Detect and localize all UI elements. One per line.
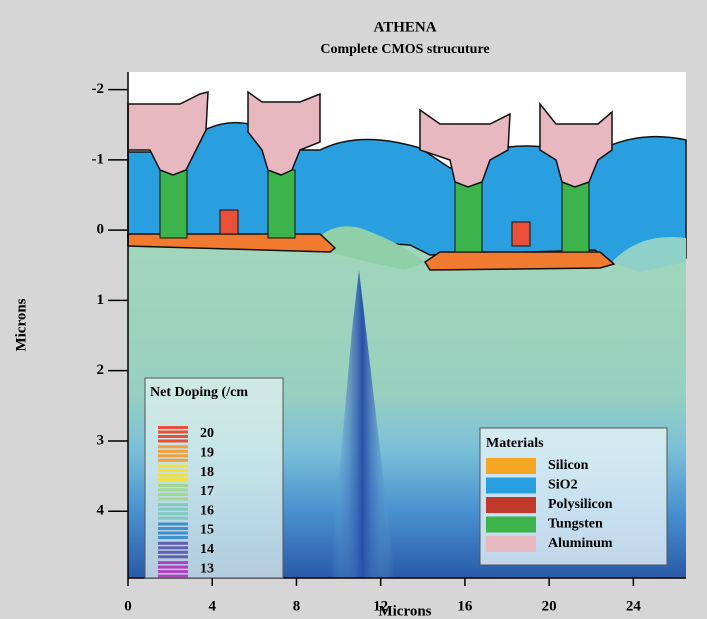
legend-swatch [158, 488, 188, 491]
x-tick-label: 8 [293, 598, 301, 614]
legend-swatch [158, 478, 188, 481]
legend-swatch [486, 497, 536, 513]
plug [268, 170, 295, 238]
legend-swatch [158, 536, 188, 539]
y-tick-label: 4 [97, 503, 105, 519]
legend-swatch [158, 570, 188, 573]
legend-swatch [158, 575, 188, 578]
y-tick-label: 3 [97, 432, 105, 448]
gate [512, 222, 530, 246]
legend-swatch [158, 465, 188, 468]
x-tick-label: 12 [373, 598, 388, 614]
x-tick-label: 16 [457, 598, 473, 614]
subtitle: Complete CMOS strucuture [320, 42, 489, 57]
title: ATHENA [373, 19, 436, 35]
legend-swatch [158, 527, 188, 530]
y-tick-label: -1 [92, 151, 105, 167]
legend-label: 17 [200, 484, 214, 499]
legend-swatch [158, 450, 188, 453]
legend-swatch [158, 445, 188, 448]
legend-label: SiO2 [548, 478, 578, 493]
legend-swatch [158, 497, 188, 500]
legend-title: Net Doping (/cm [150, 385, 248, 400]
x-tick-label: 24 [626, 598, 642, 614]
x-tick-label: 4 [208, 598, 216, 614]
legend-swatch [158, 440, 188, 443]
x-tick-label: 20 [542, 598, 557, 614]
legend-swatch [158, 532, 188, 535]
y-tick-label: -2 [92, 81, 105, 97]
legend-label: 16 [200, 503, 214, 518]
legend-swatch [158, 542, 188, 545]
legend-swatch [158, 493, 188, 496]
legend-swatch [158, 561, 188, 564]
legend-label: 20 [200, 426, 214, 441]
legend-swatch [486, 478, 536, 494]
legend-swatch [158, 435, 188, 438]
chart: ATHENA Complete CMOS strucuture Microns … [0, 0, 707, 619]
legend-label: 19 [200, 446, 214, 461]
materials-legend: Materials Silicon SiO2 Polysilicon Tungsten… [480, 428, 667, 565]
plug [562, 182, 589, 252]
page: ATHENA Complete CMOS strucuture Microns … [0, 0, 707, 619]
gate [220, 210, 238, 234]
legend-swatch [158, 484, 188, 487]
legend-swatch [158, 508, 188, 511]
legend-label: 15 [200, 523, 214, 538]
legend-label: 14 [200, 542, 214, 557]
legend-swatch [486, 536, 536, 552]
legend-label: Tungsten [548, 517, 603, 532]
legend-swatch [158, 474, 188, 477]
legend-swatch [158, 523, 188, 526]
doping-legend: Net Doping (/cm 20 19 18 17 16 15 14 13 [145, 378, 283, 578]
y-tick-label: 0 [97, 222, 105, 238]
legend-title: Materials [486, 436, 544, 451]
y-axis-label: Microns [13, 298, 29, 351]
legend-label: 13 [200, 561, 214, 576]
x-tick-label: 0 [124, 598, 132, 614]
y-tick-label: 2 [97, 362, 105, 378]
legend-swatch [486, 458, 536, 474]
legend-label: Polysilicon [548, 497, 613, 512]
y-tick-label: 1 [97, 292, 105, 308]
legend-label: Aluminum [548, 536, 613, 551]
legend-swatch [158, 503, 188, 506]
legend-swatch [158, 454, 188, 457]
legend-swatch [158, 469, 188, 472]
plug [455, 182, 482, 252]
legend-swatch [158, 546, 188, 549]
legend-swatch [158, 566, 188, 569]
plug [160, 170, 187, 238]
legend-label: 18 [200, 465, 214, 480]
legend-swatch [486, 517, 536, 533]
legend-swatch [158, 459, 188, 462]
legend-swatch [158, 512, 188, 515]
legend-label: Silicon [548, 458, 589, 473]
legend-swatch [158, 431, 188, 434]
legend-swatch [158, 426, 188, 429]
legend-swatch [158, 551, 188, 554]
silicide [425, 252, 614, 270]
legend-swatch [158, 555, 188, 558]
legend-swatch [158, 517, 188, 520]
